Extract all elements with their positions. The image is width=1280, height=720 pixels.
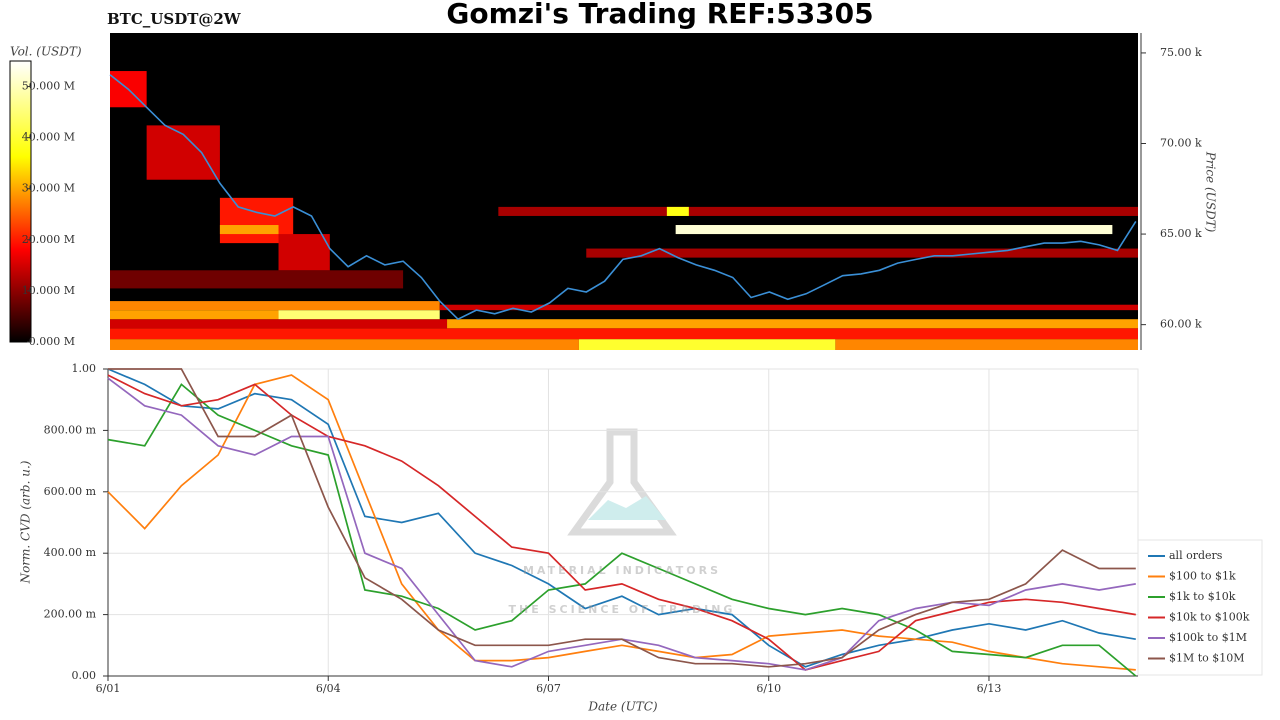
heatmap-band (675, 225, 1113, 235)
heatmap-band (498, 206, 1139, 216)
colorbar-label: Vol. (USDT) (10, 45, 82, 59)
y-tick-label: 65.00 k (1160, 227, 1202, 240)
legend-label: $10k to $100k (1169, 611, 1250, 624)
cvd-line (107, 377, 1136, 671)
y-tick-label: 75.00 k (1160, 46, 1202, 59)
y-tick-label: 600.00 m (44, 485, 97, 498)
instrument: BTC_USDT@2W (107, 10, 242, 28)
y-tick-label: 200.00 m (44, 608, 97, 621)
y-axis-label: Price (USDT) (1204, 151, 1218, 233)
cvd-line (108, 368, 1136, 668)
y-tick-label: 70.00 k (1160, 136, 1202, 149)
flask-icon (567, 428, 677, 536)
heatmap-band (578, 339, 836, 350)
heatmap-band (110, 339, 579, 350)
watermark: THE SCIENCE OF TRADING (509, 603, 736, 616)
x-tick-label: 6/10 (756, 682, 781, 695)
plot-background (110, 33, 1138, 350)
x-tick-label: 6/13 (977, 682, 1002, 695)
chart-title: Gomzi's Trading REF:53305 (446, 0, 873, 30)
legend-label: $1M to $10M (1169, 652, 1245, 665)
colorbar-tick-label: 50.000 M (22, 80, 75, 93)
colorbar-tick-label: 30.000 M (22, 182, 75, 195)
cvd-line (107, 368, 1136, 668)
colorbar (9, 60, 32, 343)
price-line (109, 74, 1137, 321)
heatmap-band (110, 328, 1138, 340)
heatmap-band (447, 319, 1138, 329)
y-tick-label: 1.00 (72, 362, 97, 375)
legend-label: all orders (1169, 549, 1223, 562)
cvd-line (107, 374, 1136, 671)
heatmap-band (439, 304, 1138, 311)
heatmap-band (278, 310, 440, 320)
cvd-line (107, 374, 1136, 671)
heatmap-band (110, 270, 404, 289)
legend-box (1137, 539, 1263, 676)
legend-label: $100k to $1M (1169, 631, 1247, 644)
heatmap-band (278, 234, 330, 271)
heatmap-band (110, 319, 448, 329)
heatmap-band (586, 248, 1138, 258)
y-tick-label: 800.00 m (44, 423, 97, 436)
heatmap-band (110, 301, 440, 311)
x-axis-label: Date (UTC) (587, 700, 657, 714)
colorbar-tick-label: 20.000 M (22, 233, 75, 246)
cvd-line (107, 383, 1137, 677)
x-tick-label: 6/07 (536, 682, 561, 695)
colorbar-tick-label: 0.000 M (29, 335, 75, 348)
y-axis-label: Norm. CVD (arb. u.) (19, 460, 33, 584)
x-tick-label: 6/04 (316, 682, 341, 695)
legend-label: $1k to $10k (1169, 590, 1236, 603)
y-tick-label: 400.00 m (44, 546, 97, 559)
heatmap-band (219, 225, 279, 235)
x-tick-label: 6/01 (96, 682, 121, 695)
watermark: MATERIAL INDICATORS (523, 564, 721, 577)
y-tick-label: 60.00 k (1160, 318, 1202, 331)
colorbar-tick-label: 10.000 M (22, 284, 75, 297)
colorbar-tick-label: 40.000 M (22, 131, 75, 144)
y-tick-label: 0.00 (72, 669, 97, 682)
heatmap-band (666, 206, 689, 216)
plot-frame (107, 368, 1139, 677)
heatmap-band (835, 339, 1138, 350)
legend-label: $100 to $1k (1169, 570, 1236, 583)
heatmap-band (110, 310, 279, 320)
